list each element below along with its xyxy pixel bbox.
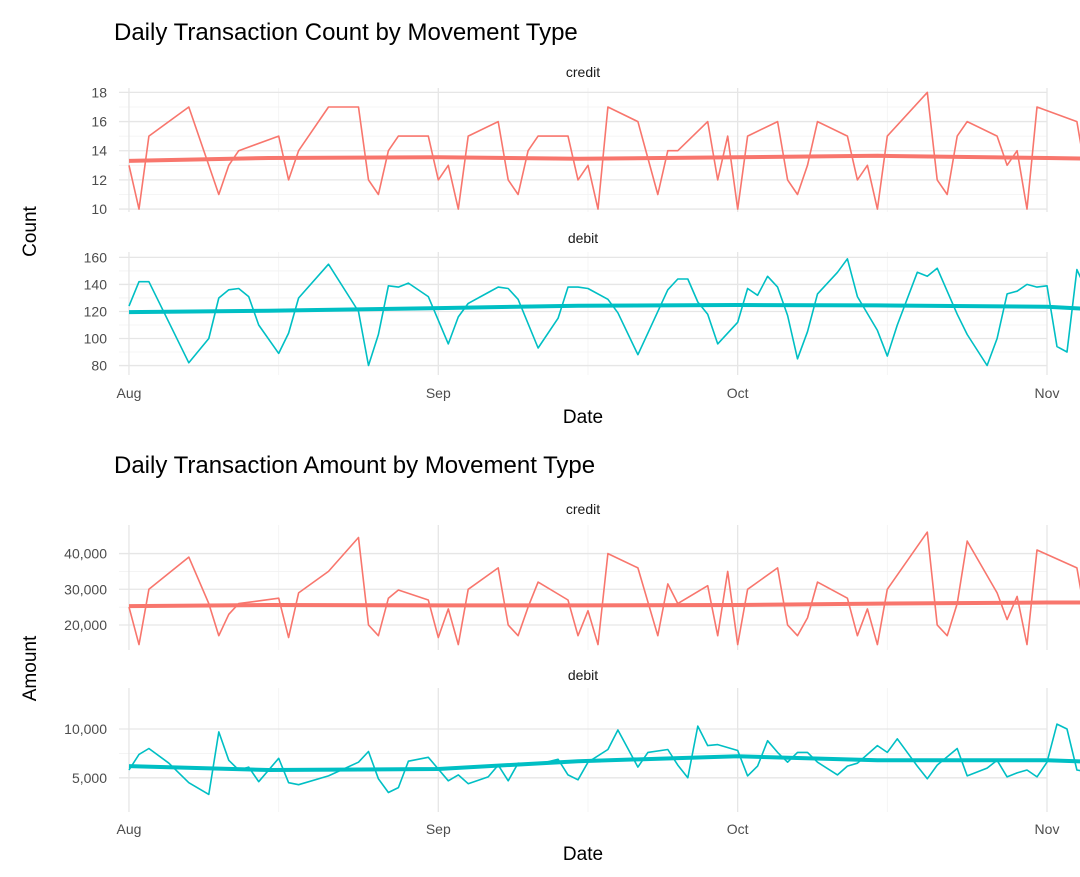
chart-title: Daily Transaction Count by Movement Type [114,19,578,46]
trend-line-debit [128,303,1080,315]
y-tick-label: 18 [91,84,107,100]
x-tick-label: Nov [1035,385,1060,401]
series-line-credit [128,91,1080,210]
y-tick-label: 100 [84,331,108,347]
trend-line-credit [128,153,1080,163]
facet-strip-label: debit [568,667,598,683]
x-tick-label: Aug [117,821,142,837]
y-tick-label: 20,000 [64,617,107,633]
x-tick-label: Oct [727,385,749,401]
facet-strip-label: credit [566,64,600,80]
x-tick-label: Sep [426,385,451,401]
y-tick-label: 140 [84,276,108,292]
series-line-credit [128,531,1080,646]
y-tick-label: 160 [84,249,108,265]
facet-strip-label: credit [566,501,600,517]
y-tick-label: 80 [91,358,107,374]
y-tick-label: 5,000 [72,770,107,786]
y-axis-title: Amount [20,635,41,701]
facet-strip-label: debit [568,230,598,246]
y-tick-label: 40,000 [64,546,107,562]
y-axis-title: Count [20,205,41,256]
x-tick-label: Oct [727,821,749,837]
series-line-debit [128,723,1080,796]
chart-title: Daily Transaction Amount by Movement Typ… [114,452,595,479]
trend-line-debit [128,754,1080,772]
trend-line-credit [128,600,1080,609]
y-tick-label: 12 [91,172,107,188]
y-tick-label: 16 [91,114,107,130]
x-axis-title: Date [563,844,603,865]
y-tick-label: 14 [91,143,107,159]
y-tick-label: 120 [84,303,108,319]
x-tick-label: Sep [426,821,451,837]
y-tick-label: 30,000 [64,581,107,597]
y-tick-label: 10 [91,201,107,217]
x-axis-title: Date [563,407,603,428]
series-line-debit [128,258,1080,367]
y-tick-label: 10,000 [64,721,107,737]
x-tick-label: Aug [117,385,142,401]
x-tick-label: Nov [1035,821,1060,837]
